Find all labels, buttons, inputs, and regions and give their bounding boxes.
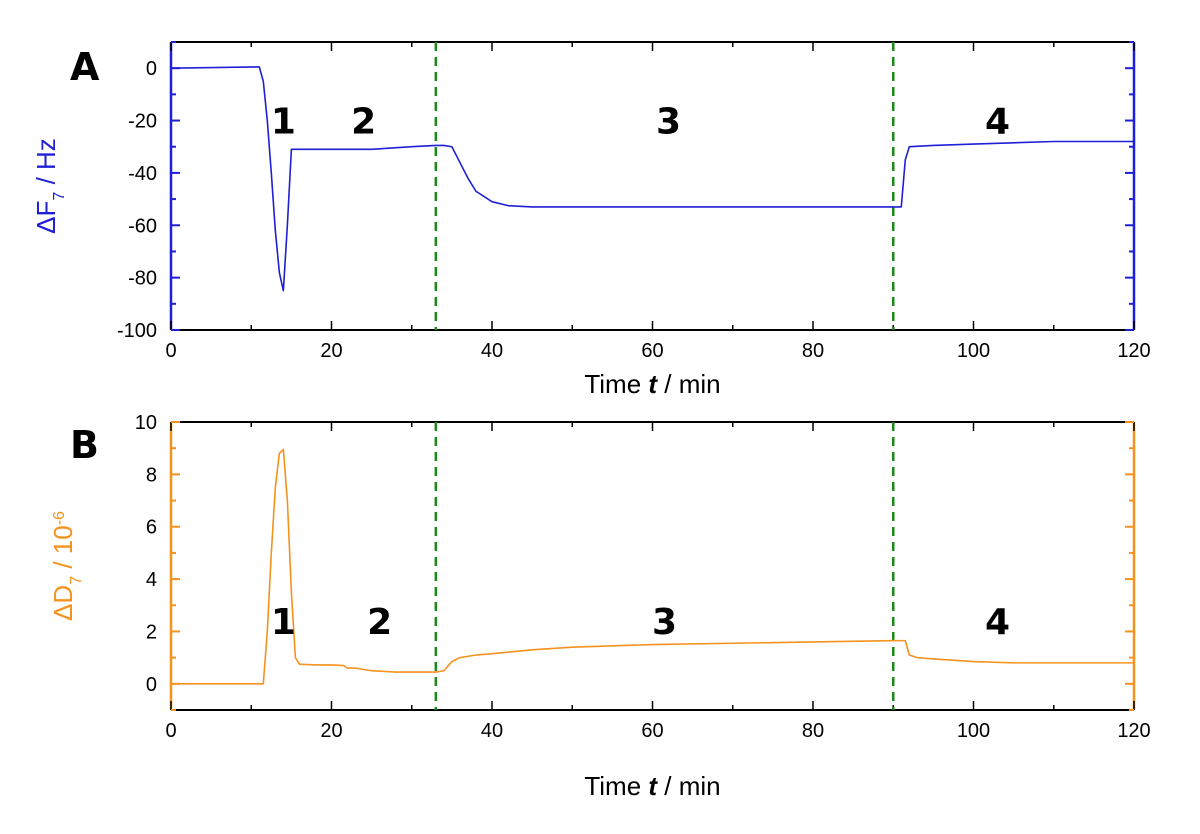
x-tick-label: 60 — [641, 340, 663, 362]
y-tick-label: -20 — [128, 111, 157, 133]
y-tick-label: -100 — [117, 320, 157, 342]
panel-letter: B — [70, 423, 99, 467]
y-axis-title: ΔD7 / 10-6 — [48, 511, 85, 621]
region-label-2: 2 — [367, 602, 392, 643]
y-tick-label: 0 — [146, 58, 157, 80]
region-label-3: 3 — [656, 102, 681, 143]
x-tick-label: 0 — [165, 340, 176, 362]
x-tick-label: 120 — [1117, 720, 1150, 742]
panel-letter: A — [70, 45, 100, 89]
x-tick-label: 40 — [481, 340, 503, 362]
x-tick-label: 100 — [957, 720, 990, 742]
y-tick-label: 10 — [135, 412, 157, 434]
region-label-3: 3 — [652, 602, 677, 643]
y-tick-label: -40 — [128, 163, 157, 185]
y-tick-label: 0 — [146, 674, 157, 696]
chart-panel-a: 0 20 40 60 80 100 120 0 -20 -40 -60 -80 -100 1 2 3 4 A Tim… — [31, 41, 1151, 399]
x-tick-label: 0 — [165, 720, 176, 742]
x-axis-title: Time t / min — [584, 369, 720, 399]
x-tick-label: 20 — [320, 720, 342, 742]
y-tick-label: -60 — [128, 215, 157, 237]
y-tick-label: 8 — [146, 464, 157, 486]
y-tick-label: 6 — [146, 517, 157, 539]
y-tick-label: -80 — [128, 268, 157, 290]
series-line — [171, 448, 1134, 685]
x-tick-label: 40 — [481, 720, 503, 742]
y-axis-title: ΔF7 / Hz — [31, 138, 68, 234]
region-label-4: 4 — [985, 102, 1010, 143]
x-tick-label: 20 — [320, 340, 342, 362]
x-axis-title: Time t / min — [584, 771, 720, 801]
y-tick-label: 4 — [146, 569, 157, 591]
x-tick-label: 80 — [802, 340, 824, 362]
region-label-2: 2 — [351, 102, 376, 143]
series-line — [170, 66, 1134, 292]
region-label-1: 1 — [271, 102, 296, 143]
region-label-4: 4 — [985, 602, 1010, 643]
x-tick-label: 100 — [957, 340, 990, 362]
y-tick-label: 2 — [146, 621, 157, 643]
x-tick-label: 120 — [1117, 340, 1150, 362]
x-tick-label: 60 — [641, 720, 663, 742]
x-tick-label: 80 — [802, 720, 824, 742]
region-label-1: 1 — [271, 602, 296, 643]
